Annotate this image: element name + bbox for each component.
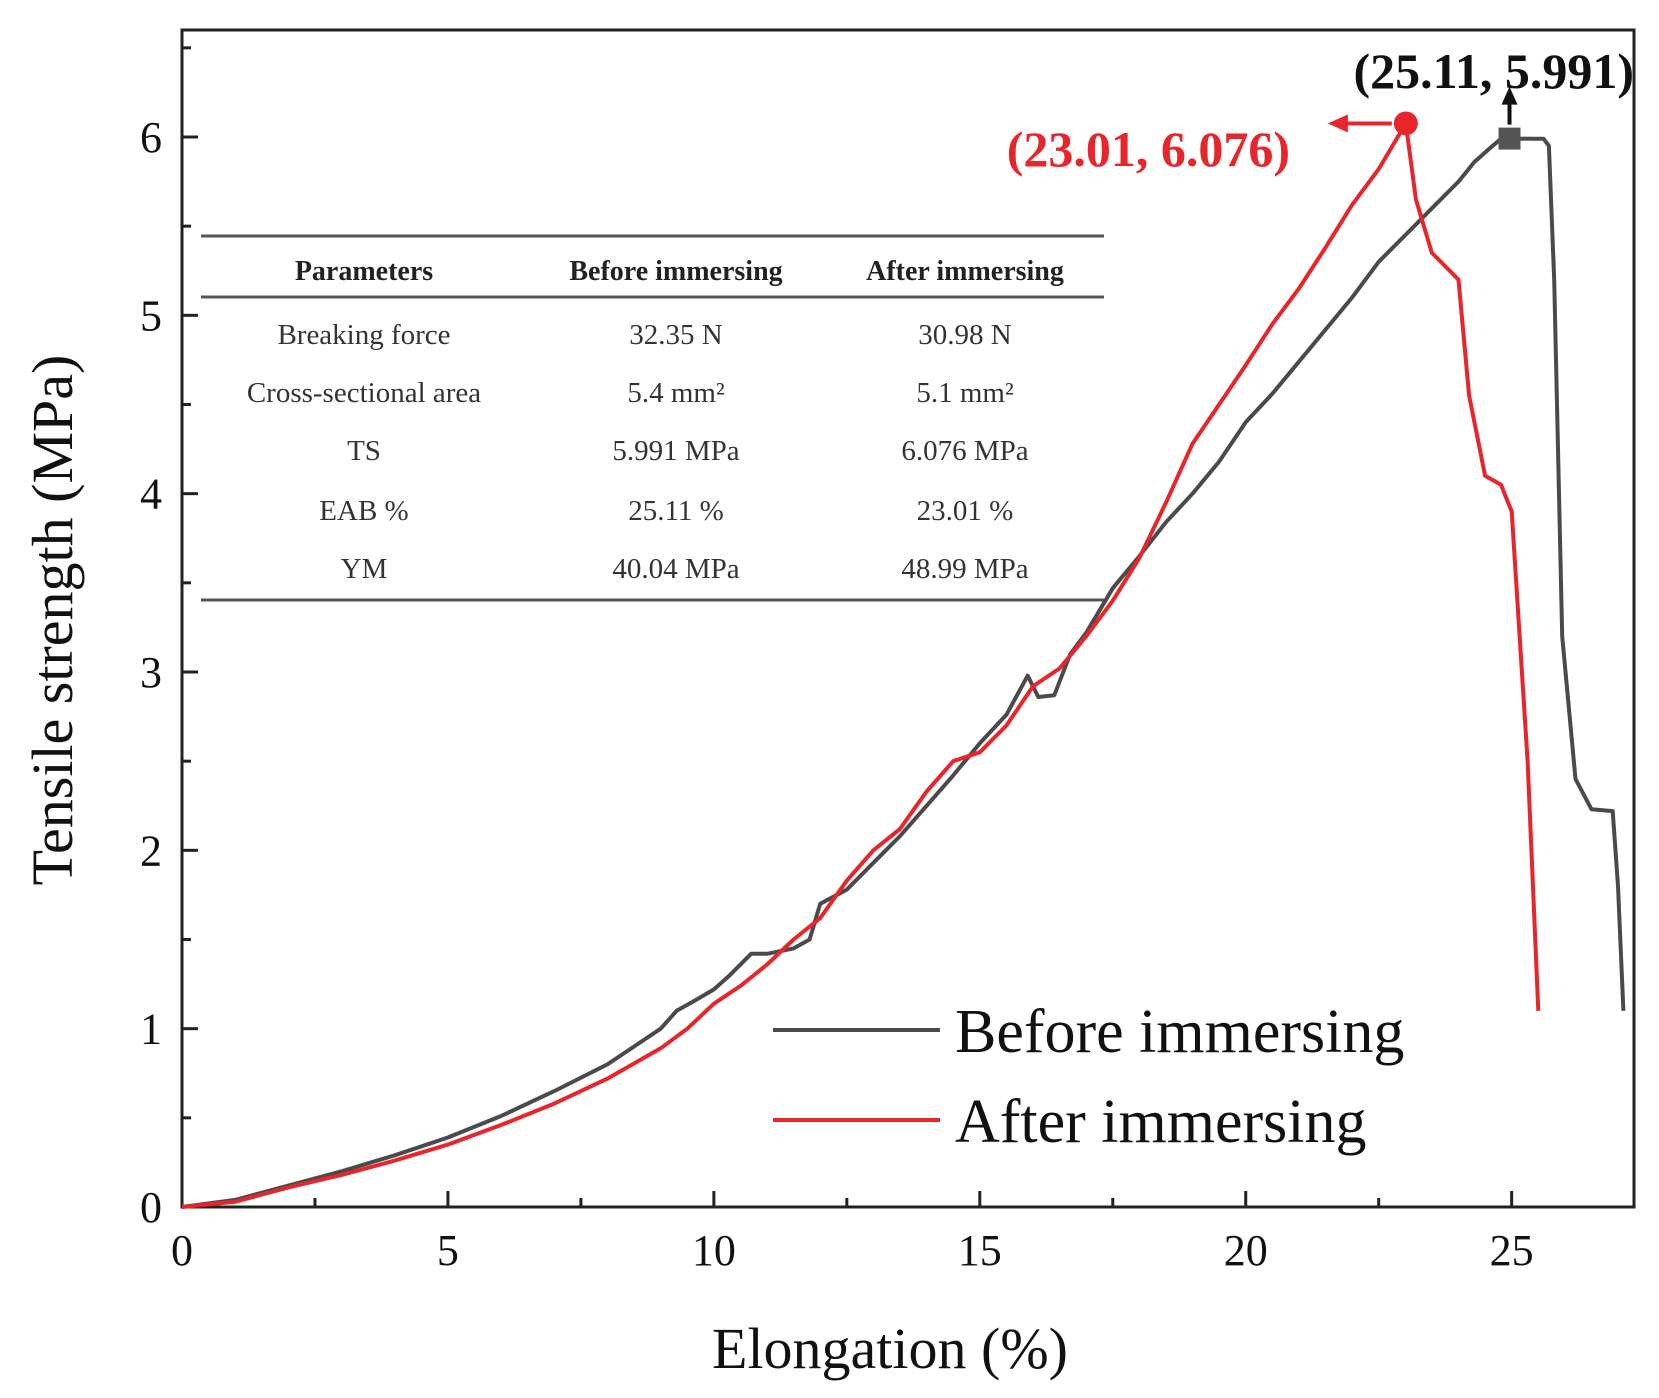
table-cell-r2c1: 5.991 MPa [612, 435, 739, 467]
x-tick-label: 5 [437, 1226, 459, 1275]
y-tick-label: 5 [140, 291, 162, 340]
x-tick-label: 0 [171, 1226, 193, 1275]
y-tick-label: 4 [140, 470, 162, 519]
legend: Before immersing After immersing [773, 998, 1404, 1156]
table-cell-r0c1: 32.35 N [629, 319, 723, 351]
x-tick-label: 25 [1490, 1226, 1534, 1275]
x-tick-label: 15 [958, 1226, 1002, 1275]
peak-label-before-immersing: (25.11, 5.991) [1353, 43, 1634, 99]
y-axis-ticks: 0 1 2 3 4 5 6 [140, 46, 198, 1232]
table-header-before: Before immersing [569, 256, 782, 287]
legend-label-after: After immersing [955, 1088, 1367, 1156]
table-cell-r0c0: Breaking force [277, 319, 450, 351]
y-axis-title: Tensile strength (MPa) [20, 355, 85, 886]
x-axis-title: Elongation (%) [712, 1316, 1068, 1381]
series-line-after-immersing [181, 121, 1541, 1209]
peak-label-after-immersing: (23.01, 6.076) [1007, 121, 1290, 177]
y-tick-label: 1 [140, 1005, 162, 1054]
y-tick-label: 0 [140, 1183, 162, 1232]
table-cell-r1c2: 5.1 mm² [916, 377, 1014, 409]
table-cell-r0c2: 30.98 N [918, 319, 1012, 351]
inset-table: Parameters Before immersing After immers… [201, 234, 1104, 602]
x-tick-label: 20 [1224, 1226, 1268, 1275]
table-cell-r3c0: EAB % [319, 495, 408, 527]
table-header-parameters: Parameters [295, 256, 433, 287]
table-cell-r2c0: TS [347, 435, 381, 467]
table-cell-r1c1: 5.4 mm² [627, 377, 725, 409]
y-tick-label: 6 [140, 113, 162, 162]
table-cell-r4c2: 48.99 MPa [901, 553, 1028, 585]
x-axis-ticks: 0 5 10 15 20 25 [171, 1191, 1534, 1275]
table-cell-r3c1: 25.11 % [628, 495, 724, 527]
table-header-after: After immersing [866, 256, 1064, 287]
plot-frame [180, 28, 1636, 1209]
table-cell-r3c2: 23.01 % [917, 495, 1014, 527]
peak-arrow-after-immersing [1327, 114, 1392, 133]
peak-arrow-before-immersing [1501, 86, 1518, 125]
table-cell-r1c0: Cross-sectional area [247, 377, 481, 409]
x-tick-label: 10 [692, 1226, 736, 1275]
table-cell-r4c1: 40.04 MPa [612, 553, 739, 585]
table-cell-r4c0: YM [341, 553, 388, 585]
y-tick-label: 2 [140, 826, 162, 875]
peak-marker-before-immersing [1498, 127, 1521, 150]
table-cell-r2c2: 6.076 MPa [901, 435, 1028, 467]
peak-marker-after-immersing [1393, 111, 1418, 136]
y-tick-label: 3 [140, 648, 162, 697]
legend-label-before: Before immersing [955, 998, 1404, 1066]
